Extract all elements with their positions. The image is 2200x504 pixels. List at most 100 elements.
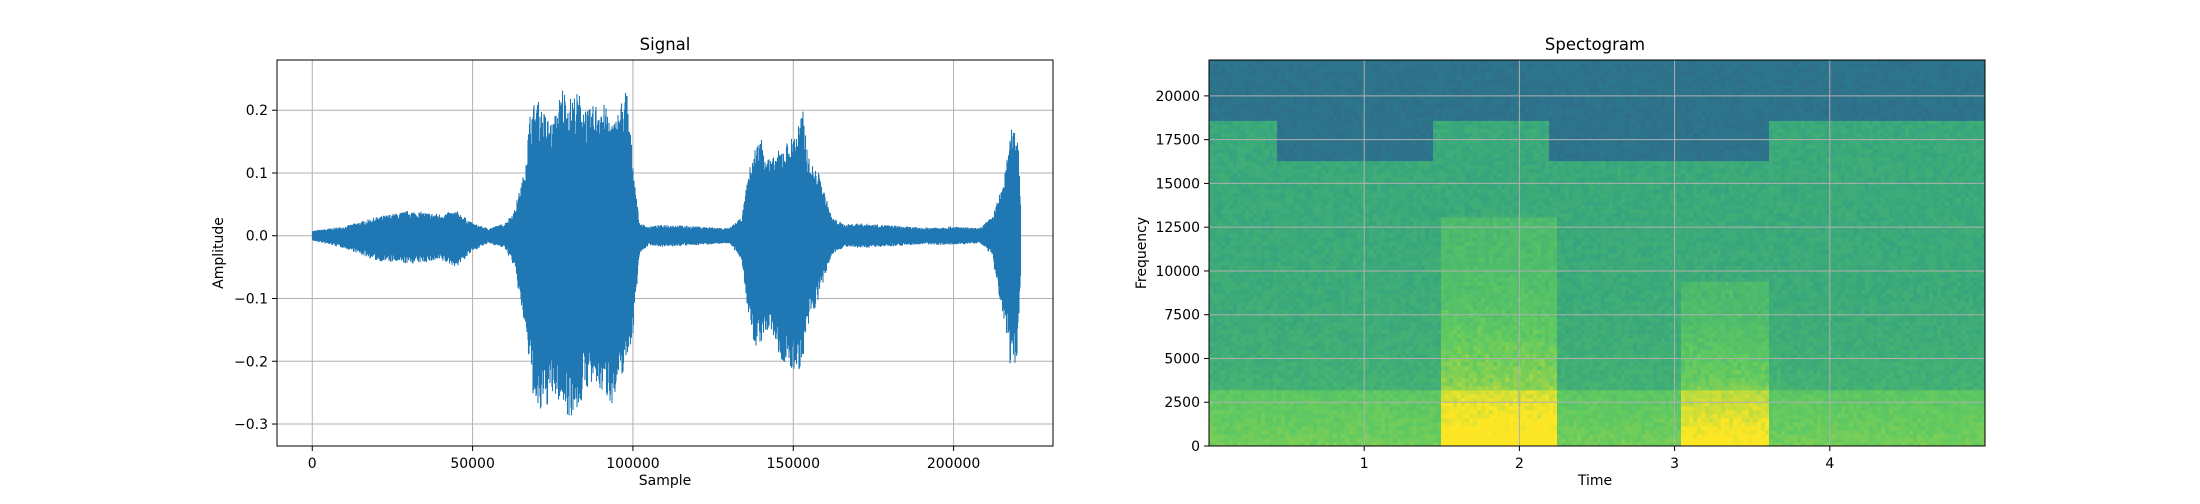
spectrogram-cell xyxy=(1281,350,1286,355)
spectrogram-cell xyxy=(1241,305,1246,310)
spectrogram-cell xyxy=(1269,386,1274,391)
spectrogram-cell xyxy=(1257,112,1262,117)
spectrogram-cell xyxy=(1341,237,1346,242)
spectrogram-cell xyxy=(1245,398,1250,403)
spectrogram-cell xyxy=(1393,237,1398,242)
spectrogram-cell xyxy=(1265,406,1270,411)
spectrogram-cell xyxy=(1285,229,1290,234)
spectrogram-cell xyxy=(1373,88,1378,93)
spectrogram-cell xyxy=(1405,434,1410,439)
spectrogram-cell xyxy=(1377,120,1382,125)
spectrogram-cell xyxy=(1365,382,1370,387)
spectrogram-cell xyxy=(1361,104,1366,109)
spectrogram-cell xyxy=(1389,128,1394,133)
spectrogram-cell xyxy=(1265,297,1270,302)
spectrogram-cell xyxy=(1305,124,1310,129)
spectrogram-cell xyxy=(1253,120,1258,125)
spectrogram-cell xyxy=(1337,88,1342,93)
spectrogram-cell xyxy=(1317,209,1322,214)
spectrogram-cell xyxy=(1209,362,1214,367)
spectrogram-cell xyxy=(1333,414,1338,419)
spectrogram-cell xyxy=(1361,293,1366,298)
spectrogram-cell xyxy=(1273,197,1278,202)
spectrogram-cell xyxy=(1249,261,1254,266)
spectrogram-cell xyxy=(1225,72,1230,77)
spectrogram-cell xyxy=(1277,116,1282,121)
spectrogram-cell xyxy=(1209,140,1214,145)
spectrogram-cell xyxy=(1221,341,1226,346)
spectrogram-cell xyxy=(1305,189,1310,194)
spectrogram-cell xyxy=(1373,366,1378,371)
spectrogram-cell xyxy=(1289,217,1294,222)
spectrogram-cell xyxy=(1389,378,1394,383)
spectrogram-cell xyxy=(1393,161,1398,166)
spectrogram-cell xyxy=(1297,120,1302,125)
spectrogram-cell xyxy=(1221,301,1226,306)
spectrogram-cell xyxy=(1369,185,1374,190)
spectrogram-cell xyxy=(1289,136,1294,141)
spectrogram-cell xyxy=(1241,362,1246,367)
spectrogram-cell xyxy=(1413,329,1418,334)
spectrogram-cell xyxy=(1377,366,1382,371)
spectrogram-cell xyxy=(1381,253,1386,258)
spectrogram-cell xyxy=(1281,382,1286,387)
spectrogram-cell xyxy=(1349,84,1354,89)
spectrogram-cell xyxy=(1337,201,1342,206)
spectrogram-cell xyxy=(1217,434,1222,439)
spectrogram-cell xyxy=(1293,265,1298,270)
spectrogram-cell xyxy=(1397,116,1402,121)
spectrogram-cell xyxy=(1257,100,1262,105)
spectrogram-cell xyxy=(1385,325,1390,330)
spectrogram-cell xyxy=(1261,64,1266,69)
spectrogram-cell xyxy=(1277,124,1282,129)
spectrogram-cell xyxy=(1345,382,1350,387)
spectrogram-cell xyxy=(1217,285,1222,290)
spectrogram-cell xyxy=(1269,132,1274,137)
spectrogram-cell xyxy=(1273,257,1278,262)
spectrogram-cell xyxy=(1341,189,1346,194)
spectrogram-cell xyxy=(1373,100,1378,105)
spectrogram-cell xyxy=(1365,60,1370,65)
spectrogram-cell xyxy=(1333,422,1338,427)
spectrogram-cell xyxy=(1301,293,1306,298)
spectrogram-cell xyxy=(1321,88,1326,93)
spectrogram-cell xyxy=(1221,229,1226,234)
spectrogram-cell xyxy=(1357,136,1362,141)
spectrogram-cell xyxy=(1333,273,1338,278)
spectrogram-cell xyxy=(1217,362,1222,367)
spectrogram-cell xyxy=(1349,161,1354,166)
spectrogram-cell xyxy=(1237,374,1242,379)
spectrogram-cell xyxy=(1241,345,1246,350)
spectrogram-cell xyxy=(1293,88,1298,93)
spectrogram-cell xyxy=(1313,209,1318,214)
spectrogram-cell xyxy=(1245,410,1250,415)
spectrogram-cell xyxy=(1281,301,1286,306)
spectrogram-cell xyxy=(1245,104,1250,109)
spectrogram-cell xyxy=(1301,72,1306,77)
spectrogram-cell xyxy=(1329,277,1334,282)
spectrogram-cell xyxy=(1273,100,1278,105)
spectrogram-cell xyxy=(1361,430,1366,435)
spectrogram-cell xyxy=(1393,321,1398,326)
spectrogram-cell xyxy=(1257,277,1262,282)
spectrogram-cell xyxy=(1281,337,1286,342)
spectrogram-cell xyxy=(1309,350,1314,355)
spectrogram-cell xyxy=(1293,68,1298,73)
spectrogram-cell xyxy=(1381,221,1386,226)
spectrogram-cell xyxy=(1253,253,1258,258)
spectrogram-cell xyxy=(1261,229,1266,234)
spectrogram-cell xyxy=(1225,165,1230,170)
spectrogram-cell xyxy=(1241,197,1246,202)
spectrogram-cell xyxy=(1245,144,1250,149)
spectrogram-cell xyxy=(1245,213,1250,218)
spectrogram-cell xyxy=(1305,345,1310,350)
spectrogram-cell xyxy=(1321,241,1326,246)
spectrogram-cell xyxy=(1325,157,1330,162)
spectrogram-cell xyxy=(1257,201,1262,206)
spectrogram-cell xyxy=(1209,297,1214,302)
spectrogram-cell xyxy=(1233,265,1238,270)
spectrogram-cell xyxy=(1233,177,1238,182)
spectrogram-cell xyxy=(1221,161,1226,166)
spectrogram-cell xyxy=(1357,289,1362,294)
